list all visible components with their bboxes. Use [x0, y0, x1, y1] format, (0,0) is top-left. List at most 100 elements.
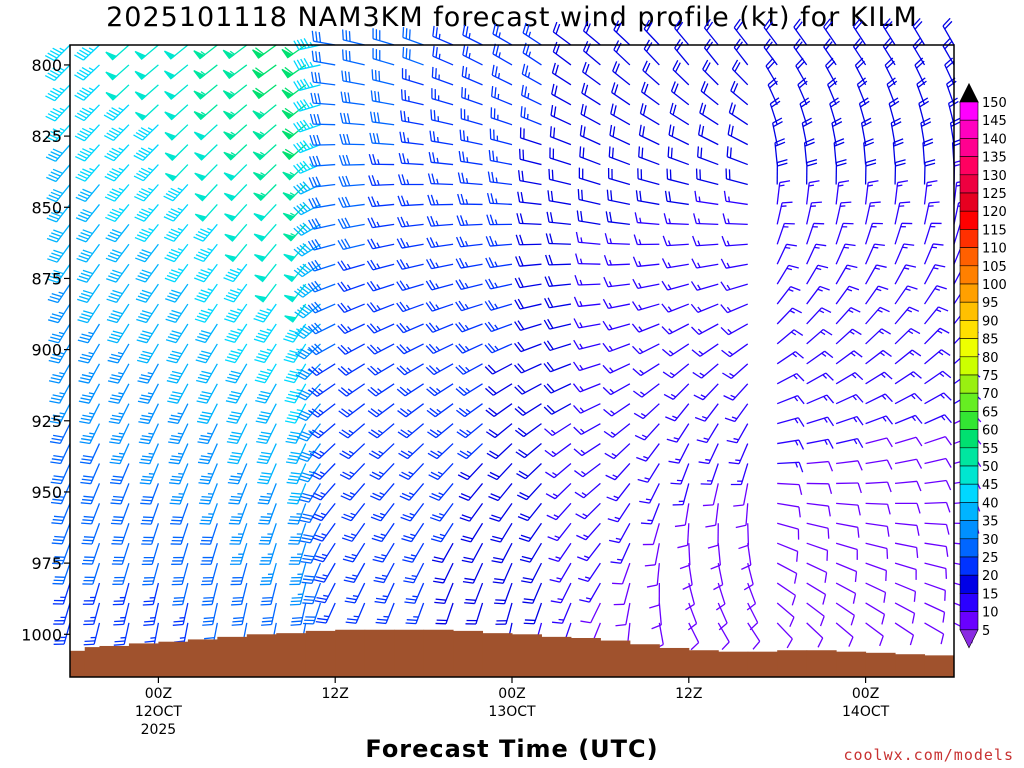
wind-barb: [806, 328, 833, 345]
wind-barb: [776, 542, 799, 562]
wind-barb: [679, 543, 691, 570]
wind-barb: [375, 602, 395, 625]
wind-barb: [104, 184, 130, 202]
wind-barb: [397, 195, 424, 207]
colorbar-swatch: [959, 447, 979, 467]
wind-barb: [402, 27, 424, 46]
wind-barb: [254, 343, 277, 364]
wind-barb: [924, 562, 948, 579]
wind-barb: [228, 483, 248, 505]
wind-barb: [730, 463, 749, 486]
wind-barb: [894, 582, 917, 602]
wind-barb: [549, 147, 572, 166]
y-tick-label: 975: [31, 554, 62, 573]
wind-barb: [613, 582, 631, 606]
wind-barb: [339, 443, 366, 460]
wind-barb: [430, 109, 454, 126]
wind-barb: [486, 214, 513, 226]
wind-barb: [134, 64, 159, 80]
wind-barb: [194, 303, 218, 323]
wind-barb: [338, 423, 366, 439]
wind-barb: [942, 17, 955, 46]
terrain-step: [482, 633, 513, 677]
wind-barb: [661, 343, 690, 357]
wind-barb: [640, 81, 660, 106]
wind-barb: [806, 460, 834, 472]
wind-barb: [461, 65, 483, 86]
wind-barb: [339, 463, 366, 480]
wind-barb: [835, 372, 864, 385]
colorbar-label: 90: [982, 314, 999, 329]
wind-barb: [831, 117, 843, 145]
wind-barb: [519, 148, 542, 166]
wind-barb: [293, 99, 321, 112]
wind-barb: [289, 562, 307, 586]
wind-barbs-layer: [44, 17, 982, 651]
wind-barb: [605, 211, 630, 225]
wind-barb: [139, 463, 160, 485]
wind-barb: [519, 127, 542, 146]
wind-barb: [164, 144, 189, 162]
wind-barb: [455, 257, 483, 269]
wind-barb: [664, 190, 689, 206]
wind-barb: [835, 415, 864, 426]
wind-barb: [882, 18, 896, 46]
wind-barb: [397, 216, 424, 228]
wind-barb: [515, 234, 542, 246]
wind-barb: [461, 87, 483, 106]
wind-barb: [835, 307, 861, 325]
wind-barb: [777, 417, 805, 427]
wind-barb: [343, 562, 366, 584]
wind-barb: [309, 423, 336, 439]
wind-barb: [514, 277, 542, 289]
wind-barb: [224, 243, 248, 263]
wind-barb: [223, 263, 248, 283]
wind-barb: [47, 303, 71, 324]
wind-barb: [543, 340, 572, 352]
wind-barb: [550, 582, 572, 604]
wind-barb: [767, 77, 778, 106]
wind-barb: [703, 38, 719, 66]
wind-barb: [632, 256, 660, 268]
wind-barb: [164, 243, 189, 263]
wind-barb: [574, 274, 601, 286]
wind-barb: [301, 562, 322, 585]
wind-barb: [259, 562, 277, 586]
wind-barb: [646, 563, 660, 588]
wind-barb: [165, 303, 189, 323]
wind-barb: [284, 383, 307, 404]
colorbar: 1501451401351301251201151101051009590858…: [959, 82, 1007, 649]
wind-barb: [455, 300, 483, 312]
colorbar-label: 30: [982, 533, 999, 548]
wind-barb: [370, 482, 395, 501]
wind-barb: [852, 18, 867, 46]
wind-barb: [397, 423, 425, 439]
wind-barb: [632, 363, 660, 377]
colorbar-label: 25: [982, 551, 999, 566]
wind-barb: [610, 103, 631, 126]
wind-barb: [293, 181, 321, 195]
colorbar-label: 35: [982, 515, 999, 530]
wind-barb: [293, 119, 321, 133]
wind-barb: [703, 18, 719, 46]
wind-barb: [489, 502, 513, 522]
wind-barb: [48, 343, 71, 364]
wind-barb: [549, 126, 572, 146]
wind-barb: [865, 582, 887, 603]
wind-barb: [514, 298, 542, 310]
wind-barb: [107, 323, 130, 344]
wind-barb: [338, 403, 366, 418]
wind-barb: [579, 582, 601, 603]
wind-barb: [924, 349, 951, 365]
wind-barb: [574, 462, 601, 478]
wind-barb: [690, 281, 719, 291]
wind-barb: [398, 463, 425, 481]
y-tick-label: 825: [31, 127, 62, 146]
wind-barb: [924, 370, 952, 385]
wind-barb: [924, 306, 949, 325]
colorbar-swatch: [959, 229, 979, 248]
wind-barb: [282, 144, 307, 161]
terrain-step: [276, 633, 307, 677]
wind-barb: [724, 403, 749, 423]
